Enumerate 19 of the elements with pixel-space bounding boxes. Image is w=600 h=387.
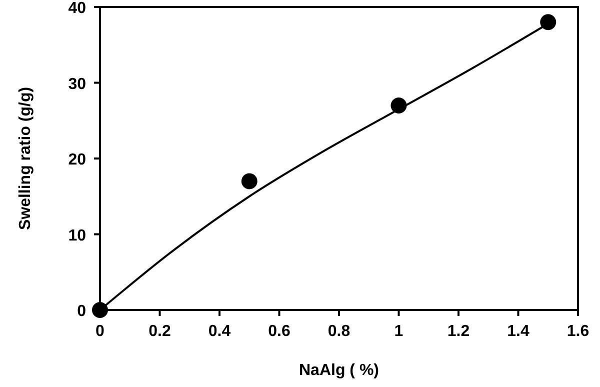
y-axis-title: Swelling ratio (g/g) <box>17 86 34 230</box>
point <box>241 173 258 190</box>
x-tick-label: 0.4 <box>208 323 231 340</box>
x-tick-label: 0.8 <box>328 323 350 340</box>
x-tick-label: 0.6 <box>268 323 290 340</box>
x-tick-label: 1.6 <box>566 323 590 340</box>
x-axis-title: NaAlg ( %) <box>299 362 379 379</box>
y-tick-label: 0 <box>77 303 86 320</box>
x-tick-label: 0 <box>96 323 105 340</box>
point <box>540 14 556 30</box>
x-tick-label: 0.2 <box>148 323 171 340</box>
x-tick-label: 1 <box>394 323 404 340</box>
y-tick-label: 10 <box>68 227 86 244</box>
x-tick-label: 1.4 <box>507 323 530 340</box>
point <box>92 302 108 318</box>
y-tick-label: 40 <box>68 0 86 17</box>
y-tick-label: 20 <box>68 152 86 168</box>
x-tick-label: 1.2 <box>447 323 470 340</box>
y-tick-label: 30 <box>68 76 86 93</box>
